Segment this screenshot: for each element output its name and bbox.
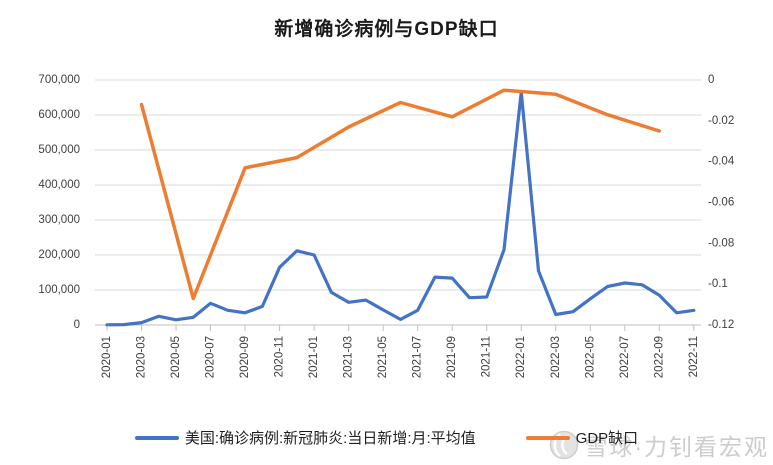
legend: 美国:确诊病例:新冠肺炎:当日新增:月:平均值 GDP缺口 [0, 427, 773, 448]
left-axis-tick-label: 600,000 [38, 109, 80, 121]
x-axis-tick-label: 2022-05 [584, 336, 596, 378]
watermark-text: 雪球·力钊看宏观 [584, 434, 769, 460]
x-axis-tick-label: 2020-07 [205, 336, 217, 378]
x-axis-tick-label: 2021-07 [412, 336, 424, 378]
watermark: 雪球·力钊看宏观 [549, 428, 769, 462]
x-axis-tick-label: 2021-01 [308, 336, 320, 378]
left-axis-tick-label: 100,000 [38, 284, 80, 296]
x-axis-tick-label: 2020-11 [274, 336, 286, 377]
x-axis-tick-label: 2022-01 [515, 336, 527, 378]
right-axis-tick-label: 0 [708, 74, 714, 86]
left-axis-tick-label: 400,000 [38, 179, 80, 191]
left-axis-tick-label: 300,000 [38, 214, 80, 226]
x-axis-tick-label: 2020-01 [101, 336, 113, 378]
left-axis-tick-label: 500,000 [38, 144, 80, 156]
legend-item-cases: 美国:确诊病例:新冠肺炎:当日新增:月:平均值 [134, 427, 476, 448]
left-axis-tick-label: 200,000 [38, 249, 80, 261]
legend-label-gdp-gap: GDP缺口 [575, 430, 639, 447]
right-axis-tick-label: -0.12 [708, 319, 734, 331]
legend-label-cases: 美国:确诊病例:新冠肺炎:当日新增:月:平均值 [184, 430, 476, 447]
legend-line-cases-icon [134, 435, 179, 440]
right-axis-tick-label: -0.08 [708, 237, 734, 249]
cases-line-series [105, 90, 696, 327]
legend-line-gdp-icon [525, 435, 570, 440]
right-axis-tick-label: -0.02 [708, 115, 734, 127]
x-axis-tick-label: 2022-11 [688, 336, 700, 377]
x-axis-tick-label: 2022-09 [653, 336, 665, 378]
legend-item-gdp-gap: GDP缺口 [525, 427, 639, 448]
right-axis-tick-label: -0.04 [708, 156, 735, 168]
right-axis-tick-label: -0.1 [708, 278, 728, 290]
left-axis-tick-label: 0 [74, 319, 80, 331]
chart-title: 新增确诊病例与GDP缺口 [274, 19, 499, 40]
x-axis-tick-label: 2021-09 [446, 336, 458, 378]
x-axis-tick-label: 2021-05 [377, 336, 389, 378]
x-axis-tick-label: 2021-03 [343, 336, 355, 378]
x-axis-tick-label: 2020-09 [239, 336, 251, 378]
x-axis-tick-label: 2020-05 [170, 336, 182, 378]
x-axis-tick-label: 2021-11 [481, 336, 493, 377]
x-axis-tick-label: 2022-03 [550, 336, 562, 378]
x-axis-tick-label: 2022-07 [619, 336, 631, 378]
gdp-gap-line-series [139, 88, 662, 301]
left-axis-tick-label: 700,000 [38, 74, 80, 86]
x-axis-tick-label: 2020-03 [136, 336, 148, 378]
right-axis-tick-label: -0.06 [708, 197, 734, 209]
